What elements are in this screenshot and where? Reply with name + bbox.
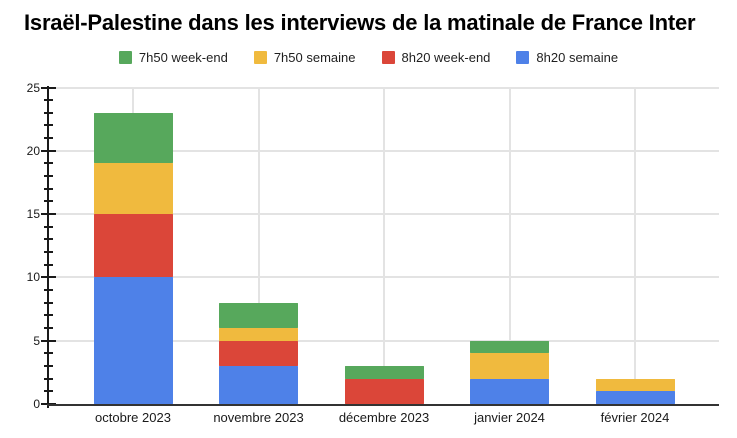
chart-title: Israël-Palestine dans les interviews de …	[24, 10, 696, 35]
legend-swatch-icon	[516, 51, 530, 64]
bar-segment	[219, 366, 298, 404]
bar-segment	[93, 163, 173, 215]
y-minor-tick	[44, 365, 53, 368]
y-minor-tick	[44, 175, 53, 178]
legend: 7h50 week-end 7h50 semaine 8h20 week-end 8h…	[0, 49, 737, 66]
y-minor-tick	[44, 327, 53, 330]
legend-item: 8h20 semaine	[516, 50, 618, 65]
bar-segment	[219, 302, 298, 329]
legend-swatch-icon	[381, 51, 395, 64]
gridline-vertical	[634, 86, 636, 404]
y-major-tick	[41, 213, 56, 216]
y-minor-tick	[44, 111, 53, 114]
bar-segment	[219, 328, 298, 341]
y-axis-tick-label: 10	[26, 270, 40, 285]
y-minor-tick	[44, 390, 53, 393]
legend-label: 8h20 week-end	[401, 50, 491, 65]
y-minor-tick	[44, 314, 53, 317]
y-minor-tick	[44, 137, 53, 140]
bar-segment	[93, 112, 173, 164]
gridline-vertical	[508, 86, 511, 404]
bar-segment	[470, 353, 549, 379]
y-minor-tick	[44, 251, 53, 254]
y-axis-tick-label: 25	[26, 80, 40, 95]
x-axis-category-label: février 2024	[600, 410, 670, 425]
x-axis-line	[47, 404, 719, 406]
bar-segment	[93, 214, 173, 278]
bar-segment	[344, 378, 424, 404]
bar-segment	[470, 378, 549, 404]
y-minor-tick	[44, 187, 53, 190]
x-axis-category-label: octobre 2023	[95, 410, 171, 425]
y-axis-tick-label: 0	[33, 397, 40, 411]
legend-item: 8h20 week-end	[381, 50, 491, 65]
x-axis-category-label: janvier 2024	[474, 410, 545, 425]
y-major-tick	[41, 276, 56, 279]
y-minor-tick	[44, 377, 53, 380]
y-major-tick	[41, 86, 56, 89]
bar-segment	[219, 340, 298, 366]
y-minor-tick	[44, 263, 53, 266]
legend-label: 7h50 week-end	[138, 50, 228, 65]
y-minor-tick	[44, 200, 53, 203]
legend-label: 8h20 semaine	[536, 50, 619, 65]
y-minor-tick	[44, 352, 53, 355]
y-minor-tick	[44, 162, 53, 165]
y-axis-tick-label: 5	[33, 333, 40, 348]
legend-swatch-icon	[253, 51, 267, 64]
y-axis-tick-label: 20	[26, 143, 40, 158]
y-axis-line	[47, 85, 49, 408]
gridline-vertical	[383, 86, 385, 404]
y-minor-tick	[44, 124, 53, 127]
gridline-vertical	[257, 86, 260, 404]
y-major-tick	[41, 339, 56, 342]
bar-segment	[595, 378, 675, 392]
legend-item: 7h50 week-end	[118, 50, 228, 65]
bar-segment	[595, 391, 675, 404]
legend-label: 7h50 semaine	[273, 50, 356, 65]
y-major-tick	[41, 149, 56, 152]
bar-segment	[344, 366, 424, 379]
legend-item: 7h50 semaine	[253, 50, 356, 65]
bar-segment	[93, 277, 173, 404]
y-minor-tick	[44, 301, 53, 304]
x-axis-category-label: décembre 2023	[338, 410, 430, 425]
y-minor-tick	[44, 99, 53, 102]
y-minor-tick	[44, 289, 53, 292]
y-axis-tick-label: 15	[26, 207, 40, 222]
y-minor-tick	[44, 238, 53, 241]
y-minor-tick	[44, 225, 53, 228]
x-axis-category-label: novembre 2023	[213, 410, 304, 425]
bar-segment	[470, 340, 549, 354]
legend-swatch-icon	[118, 51, 132, 64]
